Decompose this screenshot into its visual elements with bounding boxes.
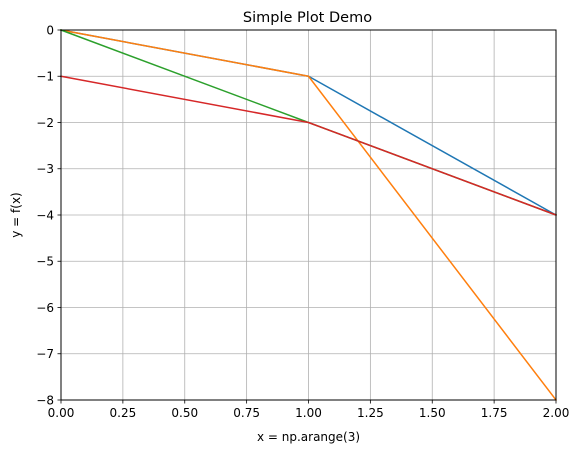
y-tick-label: 0 xyxy=(46,23,54,37)
x-tick-label: 1.75 xyxy=(481,406,508,420)
y-tick-label: −4 xyxy=(36,208,54,222)
y-tick-label: −3 xyxy=(36,162,54,176)
axis-ticks: 0.00 0.25 0.50 0.75 1.00 1.25 1.50 1.75 2.00 0 −1 −… xyxy=(36,23,569,420)
y-tick-label: −8 xyxy=(36,393,54,407)
x-tick-label: 1.50 xyxy=(419,406,446,420)
x-tick-label: 1.25 xyxy=(357,406,384,420)
x-tick-label: 1.00 xyxy=(295,406,322,420)
x-axis-label: x = np.arange(3) xyxy=(257,430,360,444)
series-line-4 xyxy=(60,75,557,216)
chart-title: Simple Plot Demo xyxy=(243,10,372,26)
y-tick-label: −7 xyxy=(36,347,54,361)
x-tick-label: 0.00 xyxy=(48,406,75,420)
series-lines xyxy=(60,29,558,402)
grid-lines xyxy=(60,29,557,401)
y-tick-label: −2 xyxy=(36,116,54,130)
x-tick-label: 0.75 xyxy=(233,406,260,420)
x-tick-label: 2.00 xyxy=(543,406,570,420)
y-axis-label: y = f(x) xyxy=(9,192,23,237)
y-tick-label: −1 xyxy=(36,70,54,84)
x-tick-label: 0.25 xyxy=(110,406,137,420)
y-tick-label: −5 xyxy=(36,255,54,269)
x-tick-label: 0.50 xyxy=(171,406,198,420)
series-line-2 xyxy=(60,29,558,402)
y-tick-label: −6 xyxy=(36,301,54,315)
